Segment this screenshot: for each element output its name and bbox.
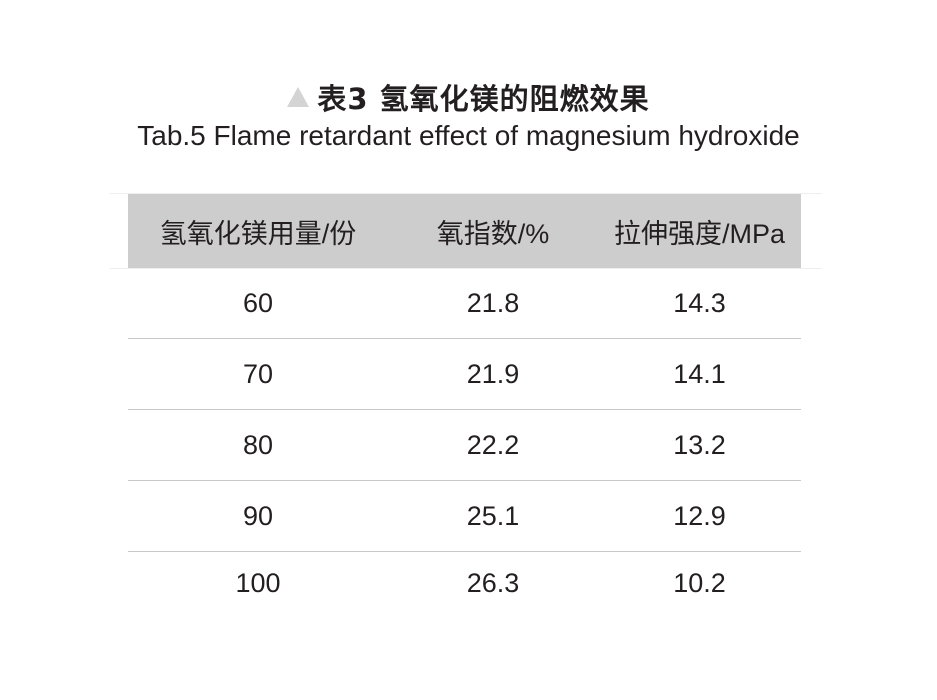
- table-row: 80 22.2 13.2: [128, 409, 801, 481]
- cell: 60: [128, 268, 388, 339]
- cell: 14.3: [598, 268, 801, 339]
- table-title-cn: 表3 氢氧化镁的阻燃效果: [0, 76, 937, 118]
- table-row: 100 26.3 10.2: [128, 552, 801, 615]
- cell: 70: [128, 338, 388, 410]
- table-row: 90 25.1 12.9: [128, 480, 801, 552]
- cell: 90: [128, 480, 388, 552]
- header-cell: 氧指数/%: [388, 194, 598, 268]
- cell: 100: [235, 567, 281, 598]
- data-table: 氢氧化镁用量/份 氧指数/% 拉伸强度/MPa 60 21.8 14.3 70 21.…: [128, 194, 801, 614]
- table-title-en: Tab.5 Flame retardant effect of magnesiu…: [137, 120, 800, 151]
- cell: 25.1: [388, 480, 598, 552]
- header-cell: 氢氧化镁用量/份: [128, 194, 388, 268]
- cell: 22.2: [388, 409, 598, 481]
- cell: 21.9: [388, 338, 598, 410]
- table-row: 70 21.9 14.1: [128, 338, 801, 410]
- title-text: 表3 氢氧化镁的阻燃效果: [317, 82, 650, 116]
- cell: 21.8: [388, 268, 598, 339]
- header-cell: 拉伸强度/MPa: [598, 194, 801, 268]
- cell: 26.3: [466, 567, 520, 598]
- cell: 14.1: [598, 338, 801, 410]
- cell: 13.2: [598, 409, 801, 481]
- cell: 10.2: [673, 567, 726, 598]
- header-row: 氢氧化镁用量/份 氧指数/% 拉伸强度/MPa: [128, 194, 801, 268]
- divider: [110, 193, 822, 194]
- cell: 80: [128, 409, 388, 481]
- table-row: 60 21.8 14.3: [128, 268, 801, 339]
- cell: 12.9: [598, 480, 801, 552]
- triangle-icon: [287, 87, 310, 107]
